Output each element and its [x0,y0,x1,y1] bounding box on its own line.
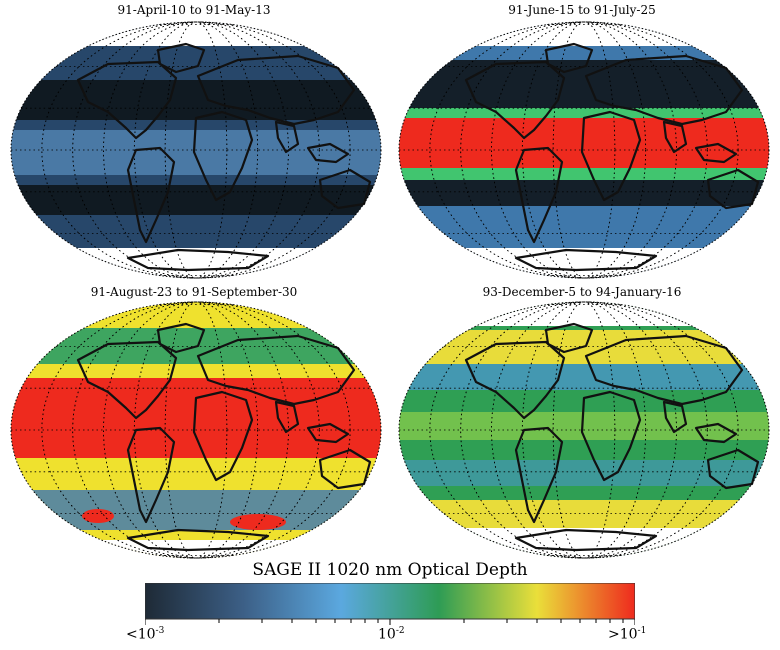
colorbar-min-label: <10-3 [126,626,165,643]
map-panel-2 [398,21,770,279]
colorbar-title: SAGE II 1020 nm Optical Depth [252,560,528,580]
map-panel-4 [398,301,770,559]
colorbar-max-label: >10-1 [608,626,647,643]
panel-title-3: 91-August-23 to 91-September-30 [90,285,298,299]
colorbar [145,583,635,625]
map-panel-1 [10,21,382,279]
colorbar-gradient [145,583,635,620]
panel-title-1: 91-April-10 to 91-May-13 [117,3,271,17]
colorbar-mid-label: 10-2 [378,626,405,643]
panel-title-2: 91-June-15 to 91-July-25 [508,3,656,17]
panel-title-4: 93-December-5 to 94-January-16 [482,285,682,299]
map-panel-3 [10,301,382,559]
